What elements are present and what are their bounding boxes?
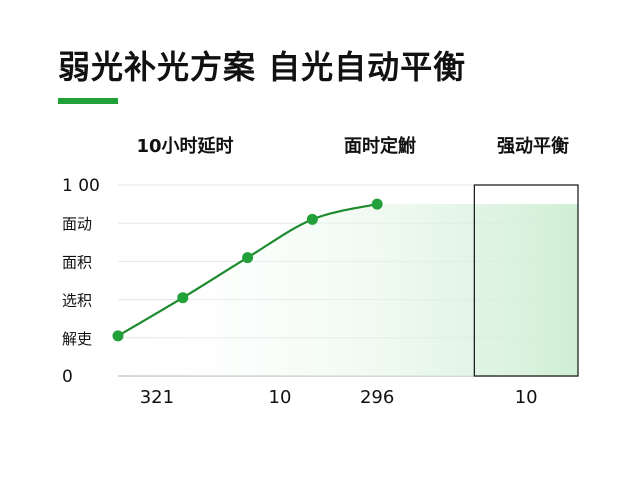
data-point [306, 213, 318, 225]
y-tick-label: 1 00 [62, 176, 100, 196]
x-tick-label: 321 [140, 387, 174, 408]
highlight-box [473, 184, 579, 377]
y-tick-label: 面动 [62, 215, 92, 233]
data-point [112, 330, 124, 342]
column-label-2: 面时定鮒 [344, 136, 416, 157]
y-tick-label: 0 [62, 367, 73, 387]
data-point [371, 198, 383, 210]
y-tick-label: 选积 [62, 292, 92, 310]
data-point [177, 292, 189, 304]
column-label-1: 10小时延时 [136, 136, 234, 157]
y-tick-label: 面积 [62, 253, 92, 271]
x-axis-ticks: 321 10 296 10 [140, 387, 538, 408]
x-tick-label: 10 [269, 387, 292, 408]
y-axis-ticks: 0 解吏 选积 面积 面动 1 00 [62, 176, 100, 387]
x-tick-label: 10 [515, 387, 538, 408]
chart-title: 弱光补光方案 自光自动平衡 [58, 48, 467, 86]
y-tick-label: 解吏 [62, 330, 92, 348]
area-fill [118, 204, 578, 376]
title-accent-bar [58, 98, 118, 104]
column-label-3: 强动平衡 [497, 136, 569, 157]
x-tick-label: 296 [360, 387, 394, 408]
data-point [242, 252, 254, 264]
